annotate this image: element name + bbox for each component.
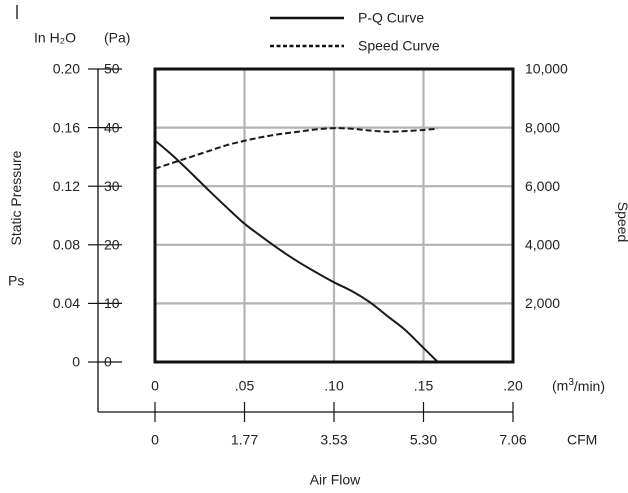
grid-lines (155, 69, 513, 362)
pa-unit-label: (Pa) (104, 30, 130, 46)
legend: P-Q Curve Speed Curve (270, 10, 440, 54)
cfm-tick-label: 7.06 (499, 432, 526, 448)
air-flow-label: Air Flow (310, 472, 361, 488)
speed-tick-label: 6,000 (525, 178, 560, 194)
cfm-tick-label: 1.77 (231, 432, 258, 448)
pa-tick-label: 50 (104, 61, 120, 77)
cfm-tick-label: 5.30 (410, 432, 437, 448)
speed-tick-label: 4,000 (525, 237, 560, 253)
x-tick-label: .10 (324, 378, 344, 394)
inh2o-tick-label: 0.04 (53, 295, 80, 311)
cfm-tick-label: 0 (151, 432, 159, 448)
inh2o-tick-label: 0 (72, 354, 80, 370)
axis-ticks (88, 68, 514, 422)
static-pressure-label: Static Pressure (8, 150, 24, 245)
cfm-tick-label: 3.53 (320, 432, 347, 448)
x-tick-label: .05 (235, 378, 255, 394)
legend-pq-label: P-Q Curve (358, 10, 424, 26)
pa-tick-label: 40 (104, 119, 120, 135)
inh2o-unit-label: In H₂O (34, 30, 76, 46)
speed-tick-label: 8,000 (525, 119, 560, 135)
inh2o-tick-label: 0.20 (53, 61, 80, 77)
speed-axis-label: Speed (615, 202, 628, 242)
ps-label: Ps (8, 273, 24, 289)
plot-frame (153, 67, 515, 364)
inh2o-tick-label: 0.16 (53, 119, 80, 135)
tick-labels: 00100.04200.08300.12400.16500.202,0004,0… (53, 61, 568, 448)
x-tick-label: 0 (151, 378, 159, 394)
inh2o-tick-label: 0.12 (53, 178, 80, 194)
speed-tick-label: 10,000 (525, 61, 568, 77)
cfm-unit-label: CFM (567, 432, 597, 448)
speed-tick-label: 2,000 (525, 295, 560, 311)
x-tick-label: .20 (503, 378, 523, 394)
legend-speed-label: Speed Curve (358, 38, 440, 54)
m3min-unit-label: (m3/min) (552, 377, 605, 394)
pa-tick-label: 30 (104, 178, 120, 194)
inh2o-tick-label: 0.08 (53, 237, 80, 253)
pa-tick-label: 10 (104, 295, 120, 311)
speed-curve-line (154, 127, 438, 170)
pa-tick-label: 20 (104, 237, 120, 253)
pq-curve-line (154, 139, 439, 363)
x-tick-label: .15 (414, 378, 434, 394)
pa-tick-label: 0 (104, 354, 112, 370)
